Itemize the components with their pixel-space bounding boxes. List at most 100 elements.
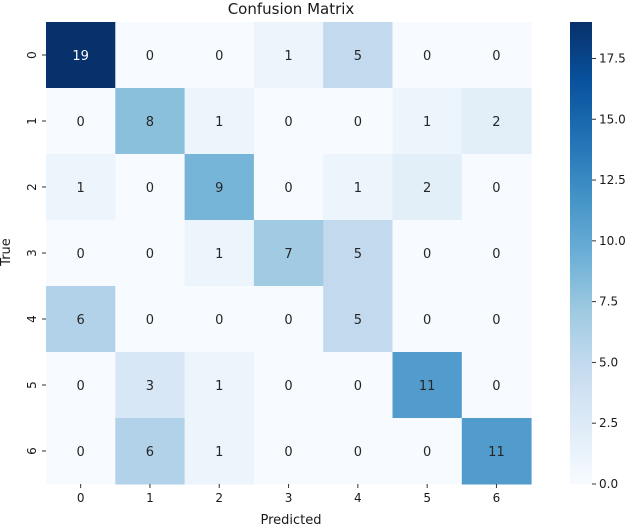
heatmap-cell (46, 220, 116, 287)
x-tick-label: 3 (285, 491, 293, 505)
cell-value-label: 1 (215, 379, 223, 394)
cell-value-label: 6 (77, 313, 85, 328)
heatmap-cell (392, 418, 463, 485)
x-tick-label: 0 (77, 491, 85, 505)
cell-value-label: 0 (423, 313, 431, 328)
heatmap-cell (253, 286, 324, 353)
cell-value-label: 6 (146, 445, 154, 460)
cell-value-label: 1 (215, 115, 223, 130)
heatmap-cell (46, 418, 116, 485)
colorbar-tick-label: 15.0 (599, 112, 626, 126)
heatmap-cell (184, 352, 255, 419)
heatmap-cell (115, 220, 186, 287)
y-tick-label: 4 (25, 315, 39, 323)
colorbar-tick-label: 0.0 (599, 477, 618, 491)
cell-value-label: 0 (77, 115, 85, 130)
y-axis-ticks: 0 1 2 3 4 5 6 (25, 51, 46, 455)
heatmap-cell (46, 88, 116, 155)
cell-value-label: 0 (354, 445, 362, 460)
colorbar-tick-label: 7.5 (599, 295, 618, 309)
cell-value-label: 0 (284, 181, 292, 196)
colorbar-tick-label: 17.5 (599, 51, 626, 65)
heatmap-cell (392, 286, 463, 353)
colorbar-tick-label: 12.5 (599, 173, 626, 187)
heatmap-cell (184, 418, 255, 485)
heatmap-cell (461, 154, 532, 221)
y-tick-label: 3 (25, 249, 39, 257)
cell-value-label: 0 (284, 379, 292, 394)
x-tick-label: 1 (146, 491, 154, 505)
heatmap-cell (115, 352, 186, 419)
cell-value-label: 0 (354, 379, 362, 394)
heatmap-cell (184, 88, 255, 155)
cell-value-label: 0 (284, 313, 292, 328)
colorbar-tick-label: 5.0 (599, 355, 618, 369)
cell-value-label: 5 (354, 313, 362, 328)
y-tick-label: 5 (25, 381, 39, 389)
heatmap-cell (392, 220, 463, 287)
cell-value-label: 1 (284, 49, 292, 64)
cell-value-label: 1 (354, 181, 362, 196)
heatmap-cell (461, 220, 532, 287)
heatmap-cell (392, 22, 463, 89)
cell-value-label: 0 (492, 247, 500, 262)
heatmap-cell (253, 220, 324, 287)
heatmap-cell (392, 88, 463, 155)
heatmap-cell (253, 88, 324, 155)
x-axis-label: Predicted (260, 513, 321, 525)
heatmap-cell (253, 418, 324, 485)
x-tick-label: 5 (423, 491, 431, 505)
colorbar (570, 22, 592, 484)
heatmap-cell (461, 22, 532, 89)
cell-value-label: 0 (492, 379, 500, 394)
cell-value-label: 19 (72, 49, 89, 64)
cell-value-label: 0 (77, 445, 85, 460)
heatmap-cell (115, 22, 186, 89)
heatmap-cell (184, 154, 255, 221)
heatmap-cell (115, 154, 186, 221)
heatmap-cell (323, 352, 393, 419)
cell-value-label: 0 (354, 115, 362, 130)
cell-value-label: 0 (146, 313, 154, 328)
cell-value-label: 0 (284, 115, 292, 130)
cell-value-label: 1 (215, 247, 223, 262)
cell-value-label: 0 (77, 379, 85, 394)
heatmap-cell (46, 154, 116, 221)
chart-title: Confusion Matrix (228, 0, 355, 18)
cell-value-label: 0 (215, 49, 223, 64)
heatmap-cell (392, 352, 463, 419)
cell-value-label: 9 (215, 181, 223, 196)
y-tick-label: 0 (25, 51, 39, 59)
cell-value-label: 7 (284, 247, 292, 262)
cell-value-label: 0 (492, 49, 500, 64)
cell-value-label: 11 (419, 379, 436, 394)
heatmap-cell (184, 22, 255, 89)
cell-value-label: 0 (146, 49, 154, 64)
heatmap-cell (461, 88, 532, 155)
cell-value-label: 8 (146, 115, 154, 130)
heatmap-cells: 19 0 0 1 5 0 0 0 8 1 0 0 1 2 1 0 9 0 1 2 0 0 0 1 7 5 0 0 6 0 0 0 5 0 0 0 3 1 0… (46, 22, 532, 485)
cell-value-label: 0 (423, 247, 431, 262)
y-tick-label: 6 (25, 447, 39, 455)
heatmap-cell (253, 154, 324, 221)
cell-value-label: 3 (146, 379, 154, 394)
heatmap-cell (115, 88, 186, 155)
y-tick-label: 2 (25, 183, 39, 191)
heatmap-cell (392, 154, 463, 221)
heatmap-cell (323, 154, 393, 221)
cell-value-label: 5 (354, 49, 362, 64)
cell-value-label: 2 (423, 181, 431, 196)
colorbar-tick-label: 10.0 (599, 234, 626, 248)
cell-value-label: 2 (492, 115, 500, 130)
heatmap-cell (46, 352, 116, 419)
heatmap-cell (253, 22, 324, 89)
heatmap-cell (253, 352, 324, 419)
heatmap-cell (461, 286, 532, 353)
heatmap-cell (323, 88, 393, 155)
cell-value-label: 0 (423, 49, 431, 64)
y-tick-label: 1 (25, 117, 39, 125)
cell-value-label: 0 (423, 445, 431, 460)
heatmap-cell (184, 220, 255, 287)
